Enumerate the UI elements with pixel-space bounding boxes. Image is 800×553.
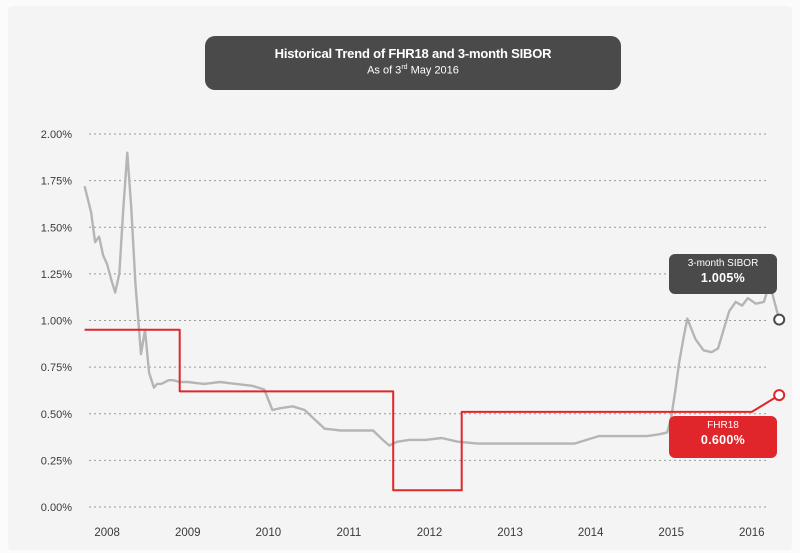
fhr18-line <box>84 328 780 492</box>
y-tick-label: 1.75% <box>41 176 72 188</box>
x-axis-ticks: 2008 2009 2010 2011 2012 2013 2014 2015 2016 <box>94 527 764 539</box>
y-tick-label: 1.00% <box>41 316 72 328</box>
x-tick-label: 2013 <box>497 527 523 539</box>
x-tick-label: 2008 <box>94 527 120 539</box>
sibor-callout-name: 3-month SIBOR <box>687 258 759 269</box>
x-tick-label: 2010 <box>256 527 282 539</box>
fhr18-callout-name: FHR18 <box>707 420 739 431</box>
x-tick-label: 2016 <box>739 527 765 539</box>
fhr18-callout: FHR18 0.600% <box>669 416 777 458</box>
sibor-end-marker <box>773 313 786 326</box>
gridlines <box>89 133 768 508</box>
sibor-callout-value: 1.005% <box>700 271 746 285</box>
x-tick-label: 2012 <box>417 527 443 539</box>
x-tick-label: 2009 <box>175 527 201 539</box>
chart-subtitle: As of 3rd May 2016 <box>367 64 459 77</box>
y-tick-label: 0.50% <box>41 409 72 421</box>
y-tick-label: 0.00% <box>41 502 72 514</box>
chart-title-box: Historical Trend of FHR18 and 3-month SI… <box>205 36 621 90</box>
y-tick-label: 1.25% <box>41 269 72 281</box>
series-lines <box>83 151 781 492</box>
fhr18-callout-value: 0.600% <box>700 433 746 447</box>
x-tick-label: 2014 <box>578 527 604 539</box>
x-tick-label: 2011 <box>337 527 362 539</box>
y-tick-label: 0.25% <box>41 455 72 467</box>
y-tick-label: 0.75% <box>41 362 72 374</box>
y-axis-ticks: 0.00% 0.25% 0.50% 0.75% 1.00% 1.25% 1.50% 1.75%… <box>41 129 72 514</box>
sibor-callout: 3-month SIBOR 1.005% <box>669 254 777 294</box>
series-end-markers <box>773 313 786 402</box>
x-tick-label: 2015 <box>658 527 684 539</box>
y-tick-label: 1.50% <box>41 222 72 234</box>
fhr18-end-marker <box>773 389 786 402</box>
chart-title: Historical Trend of FHR18 and 3-month SI… <box>274 46 552 61</box>
sibor-line <box>83 151 781 447</box>
chart-panel <box>8 6 792 550</box>
y-tick-label: 2.00% <box>41 129 72 141</box>
